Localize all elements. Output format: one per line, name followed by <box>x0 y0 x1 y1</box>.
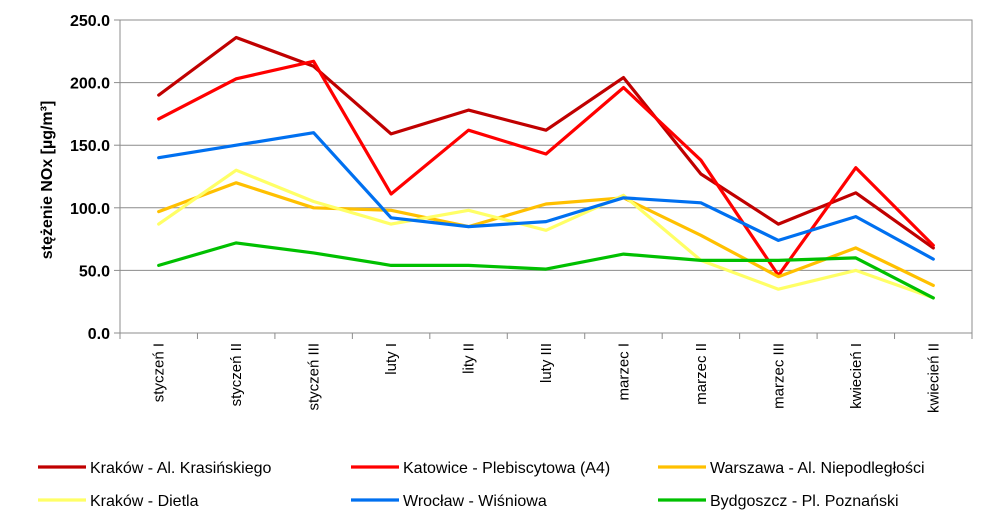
y-axis-label: stężenie NOx [µg/m³] <box>39 101 56 260</box>
series-line <box>157 181 935 287</box>
x-tick-label: luty III <box>538 343 555 383</box>
x-tick-label: styczeń I <box>151 343 168 402</box>
x-axis-ticks: styczeń I styczeń II styczeń III luty I lity… <box>151 343 943 413</box>
legend-label: Katowice - Plebiscytowa (A4) <box>403 460 610 477</box>
plot-area-border <box>119 19 973 334</box>
x-tick-label: marzec I <box>615 343 632 401</box>
y-tick-label: 150.0 <box>70 138 110 155</box>
y-tick-label: 100.0 <box>70 201 110 218</box>
legend-label: Kraków - Al. Krasińskiego <box>90 460 272 477</box>
series-line <box>157 241 935 300</box>
y-tick-label: 200.0 <box>70 76 110 93</box>
y-tick-label: 50.0 <box>79 263 110 280</box>
x-tick-label: styczeń II <box>228 343 245 406</box>
x-tick-label: luty I <box>383 343 400 375</box>
series-line <box>157 35 935 250</box>
series-lines <box>157 35 935 300</box>
x-tick-label: marzec II <box>693 343 710 405</box>
x-tick-label: lity II <box>461 343 478 374</box>
x-tick-label: styczeń III <box>306 343 323 411</box>
y-tick-label: 0.0 <box>88 326 110 343</box>
x-tick-label: kwiecień I <box>848 343 865 409</box>
series-line <box>157 59 935 277</box>
y-axis-ticks: 0.0 50.0 100.0 150.0 200.0 250.0 <box>70 13 110 343</box>
x-tick-label: kwiecień II <box>925 343 942 413</box>
gridlines <box>114 19 973 339</box>
legend-label: Bydgoszcz - Pl. Poznański <box>710 493 899 510</box>
legend-label: Warszawa - Al. Niepodległości <box>710 460 925 477</box>
series-line <box>157 168 935 300</box>
x-tick-label: marzec III <box>770 343 787 409</box>
series-line <box>157 131 935 261</box>
legend-label: Kraków - Dietla <box>90 493 199 510</box>
legend: Kraków - Al. Krasińskiego Katowice - Pleb… <box>38 460 925 510</box>
y-tick-label: 250.0 <box>70 13 110 30</box>
legend-label: Wrocław - Wiśniowa <box>403 493 547 510</box>
